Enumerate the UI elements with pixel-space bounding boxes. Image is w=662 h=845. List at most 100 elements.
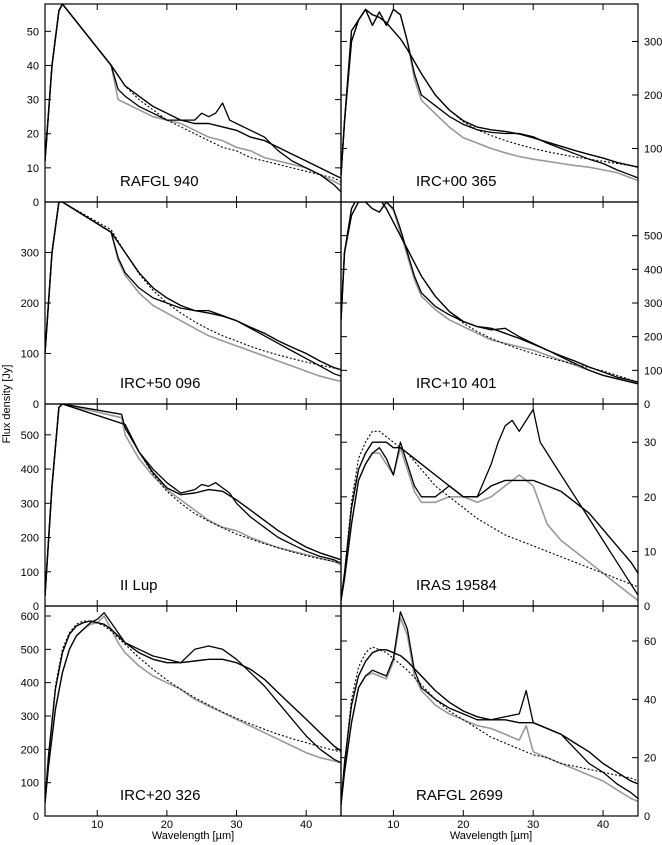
x-tick-label: 10 bbox=[387, 819, 399, 831]
y-tick-label: 600 bbox=[21, 611, 39, 623]
y-tick-label: 200 bbox=[644, 332, 662, 344]
panel-2: 100 200 300 IRC+00 365 bbox=[340, 3, 662, 203]
panel-label: IRC+50 096 bbox=[120, 375, 200, 392]
series-model-dotted bbox=[45, 620, 341, 803]
panel-5: 0 100 200 300 400 500 II Lup bbox=[21, 403, 342, 613]
series-model-solid bbox=[45, 620, 341, 803]
panel-frame bbox=[340, 403, 639, 607]
y-tick-label: 300 bbox=[21, 248, 39, 260]
x-tick-label: 20 bbox=[161, 819, 173, 831]
series-model-solid bbox=[341, 8, 638, 176]
series-model-dotted bbox=[341, 430, 638, 601]
panel-series-group bbox=[341, 8, 638, 182]
panel-series-group bbox=[341, 611, 638, 805]
series-observed-grey bbox=[341, 202, 638, 385]
y-tick-label: 500 bbox=[21, 430, 39, 442]
y-tick-label: 200 bbox=[21, 298, 39, 310]
panel-4: 0 100 200 300 400 500 IRC+10 401 bbox=[340, 201, 662, 411]
y-tick-label: 100 bbox=[21, 349, 39, 361]
panel-label: II Lup bbox=[120, 577, 158, 594]
series-model-solid bbox=[45, 404, 341, 596]
y-tick-label: 300 bbox=[21, 711, 39, 723]
panel-series-group bbox=[341, 202, 638, 385]
y-tick-label: 100 bbox=[21, 567, 39, 579]
y-tick-label: 500 bbox=[644, 231, 662, 243]
series-model-dotted bbox=[45, 4, 341, 182]
y-tick-label: 100 bbox=[644, 365, 662, 377]
y-tick-label: 200 bbox=[21, 533, 39, 545]
y-tick-label: 300 bbox=[644, 36, 662, 48]
panel-label: RAFGL 940 bbox=[120, 173, 199, 190]
series-model-dotted bbox=[45, 404, 341, 596]
y-tick-label: 10 bbox=[27, 163, 39, 175]
series-model-dotted bbox=[341, 8, 638, 176]
y-tick-label: 50 bbox=[27, 26, 39, 38]
y-tick-label: 200 bbox=[21, 744, 39, 756]
x-tick-label: 40 bbox=[597, 819, 609, 831]
series-observed-grey bbox=[45, 202, 341, 383]
panel-series-group bbox=[45, 202, 341, 383]
panel-frame bbox=[44, 201, 342, 405]
y-tick-label: 300 bbox=[644, 298, 662, 310]
panel-series-group bbox=[45, 404, 341, 596]
panel-6: 0 10 20 30 IRAS 19584 bbox=[340, 403, 656, 613]
panel-series-group bbox=[341, 408, 638, 602]
series-model-solid bbox=[45, 202, 341, 371]
panel-series-group bbox=[45, 4, 341, 193]
y-tick-label: 10 bbox=[644, 546, 656, 558]
series-observed-black bbox=[45, 4, 341, 193]
y-tick-label: 500 bbox=[21, 644, 39, 656]
y-tick-label: 200 bbox=[644, 90, 662, 102]
y-tick-label: 30 bbox=[644, 437, 656, 449]
series-model-dotted bbox=[45, 202, 341, 371]
series-observed-grey bbox=[45, 404, 341, 596]
y-tick-label: 300 bbox=[21, 498, 39, 510]
series-observed-black bbox=[341, 202, 638, 385]
y-tick-label: 60 bbox=[644, 636, 656, 648]
panel-label: IRC+20 326 bbox=[120, 787, 200, 804]
y-tick-label: 40 bbox=[644, 694, 656, 706]
x-tick-label: 10 bbox=[91, 819, 103, 831]
y-tick-label: 30 bbox=[27, 95, 39, 107]
y-tick-label: 20 bbox=[644, 492, 656, 504]
series-model-solid bbox=[45, 4, 341, 179]
panel-series-group bbox=[45, 612, 341, 803]
series-observed-black bbox=[45, 612, 341, 803]
series-model-dotted bbox=[341, 646, 638, 805]
y-tick-label: 20 bbox=[644, 753, 656, 765]
series-observed-black bbox=[341, 408, 638, 601]
panel-1: 0 10 20 30 40 50 RAFGL 940 bbox=[27, 3, 342, 209]
panel-8: 10 20 30 40 0 20 40 60 RAFGL 2699 bbox=[340, 605, 656, 831]
x-axis-title-right: Wavelength [µm] bbox=[450, 830, 532, 842]
x-tick-label: 30 bbox=[527, 819, 539, 831]
panel-3: 0 100 200 300 IRC+50 096 bbox=[21, 201, 342, 411]
x-tick-label: 40 bbox=[300, 819, 312, 831]
x-tick-label: 20 bbox=[457, 819, 469, 831]
y-tick-label: 0 bbox=[644, 811, 650, 823]
series-observed-black bbox=[45, 404, 341, 596]
panel-label: RAFGL 2699 bbox=[416, 787, 503, 804]
panel-frame bbox=[340, 605, 639, 817]
y-tick-label: 0 bbox=[33, 601, 39, 613]
y-tick-label: 400 bbox=[644, 264, 662, 276]
y-tick-label: 400 bbox=[21, 678, 39, 690]
panel-label: IRAS 19584 bbox=[416, 577, 497, 594]
panel-frame bbox=[44, 403, 342, 607]
panel-label: IRC+00 365 bbox=[416, 173, 496, 190]
y-axis-title: Flux density [Jy] bbox=[1, 365, 13, 444]
x-tick-label: 30 bbox=[230, 819, 242, 831]
y-tick-label: 20 bbox=[27, 129, 39, 141]
x-axis-title-left: Wavelength [µm] bbox=[152, 830, 234, 842]
series-observed-grey bbox=[45, 4, 341, 186]
series-observed-black bbox=[341, 611, 638, 805]
series-model-dotted bbox=[341, 202, 638, 383]
y-tick-label: 100 bbox=[644, 143, 662, 155]
series-observed-grey bbox=[341, 616, 638, 805]
series-observed-black bbox=[341, 8, 638, 179]
y-tick-label: 0 bbox=[33, 811, 39, 823]
y-tick-label: 0 bbox=[644, 399, 650, 411]
series-model-solid bbox=[341, 441, 638, 601]
panel-label: IRC+10 401 bbox=[416, 375, 496, 392]
